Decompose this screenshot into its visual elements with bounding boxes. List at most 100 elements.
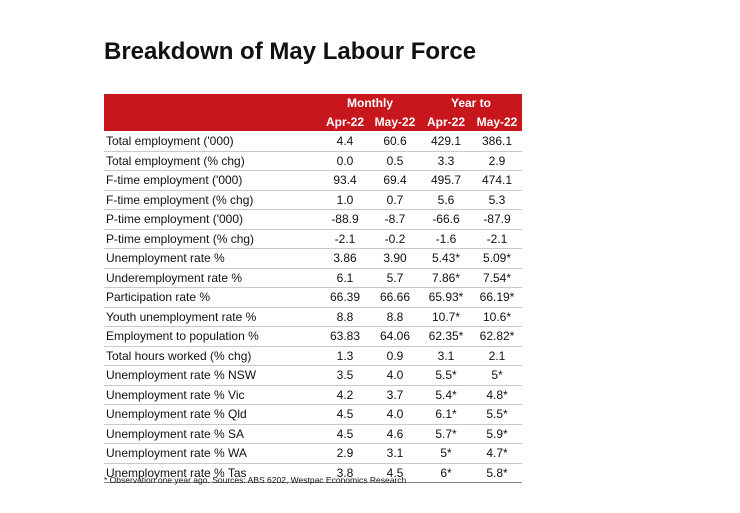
row-label: Total employment ('000) bbox=[104, 131, 320, 152]
table-cell: 5.3 bbox=[472, 190, 522, 210]
row-label: Total employment (% chg) bbox=[104, 151, 320, 171]
table-cell: 4.7* bbox=[472, 443, 522, 464]
table-cell: 0.7 bbox=[370, 190, 420, 210]
table-cell: 0.9 bbox=[370, 346, 420, 366]
table-cell: 3.8 bbox=[320, 463, 370, 483]
table-cell: 4.6 bbox=[370, 424, 420, 444]
page-title: Breakdown of May Labour Force bbox=[104, 38, 477, 65]
table-cell: 5.09* bbox=[472, 248, 522, 269]
group-header-year-to: Year to bbox=[420, 94, 522, 113]
table-cell: 5.43* bbox=[420, 248, 472, 269]
column-header: Apr-22 bbox=[420, 113, 472, 132]
table-cell: -88.9 bbox=[320, 209, 370, 230]
row-label: Unemployment rate % SA bbox=[104, 424, 320, 444]
table-cell: 3.1 bbox=[370, 443, 420, 464]
table-cell: 5.4* bbox=[420, 385, 472, 405]
table-cell: -87.9 bbox=[472, 209, 522, 230]
table-cell: 5* bbox=[420, 443, 472, 464]
row-label: Underemployment rate % bbox=[104, 268, 320, 288]
table-cell: 66.39 bbox=[320, 287, 370, 308]
table-cell: 6.1* bbox=[420, 404, 472, 425]
table-row: Unemployment rate % Qld 4.5 4.0 6.1* 5.5* bbox=[104, 404, 522, 425]
table-cell: 3.3 bbox=[420, 151, 472, 171]
table-cell: 5.6 bbox=[420, 190, 472, 210]
table-row: Employment to population % 63.83 64.06 62.3… bbox=[104, 326, 522, 347]
row-label: P-time employment (% chg) bbox=[104, 229, 320, 249]
table-cell: 5.8* bbox=[472, 463, 522, 483]
row-label: Youth unemployment rate % bbox=[104, 307, 320, 327]
row-label: Unemployment rate % Tas bbox=[104, 463, 320, 483]
table-cell: 3.1 bbox=[420, 346, 472, 366]
table-cell: 0.0 bbox=[320, 151, 370, 171]
column-header-row: Apr-22 May-22 Apr-22 May-22 bbox=[104, 113, 522, 132]
table-row: P-time employment (% chg) -2.1 -0.2 -1.6 -2.… bbox=[104, 229, 522, 249]
table-cell: 63.83 bbox=[320, 326, 370, 347]
table-cell: 69.4 bbox=[370, 170, 420, 191]
table-cell: 93.4 bbox=[320, 170, 370, 191]
table-row: Unemployment rate % 3.86 3.90 5.43* 5.09* bbox=[104, 248, 522, 269]
table-row: Unemployment rate % WA 2.9 3.1 5* 4.7* bbox=[104, 443, 522, 464]
table-cell: 10.6* bbox=[472, 307, 522, 327]
table-body: Total employment ('000) 4.4 60.6 429.1 386.1… bbox=[104, 131, 522, 483]
table-cell: 4.5 bbox=[320, 404, 370, 425]
table-cell: 8.8 bbox=[370, 307, 420, 327]
table-cell: 386.1 bbox=[472, 131, 522, 152]
row-label: F-time employment (% chg) bbox=[104, 190, 320, 210]
table-cell: 65.93* bbox=[420, 287, 472, 308]
table-cell: 10.7* bbox=[420, 307, 472, 327]
table-row: Total employment (% chg) 0.0 0.5 3.3 2.9 bbox=[104, 151, 522, 171]
table-cell: 2.9 bbox=[472, 151, 522, 171]
row-label: Employment to population % bbox=[104, 326, 320, 347]
table-row: Unemployment rate % Tas 3.8 4.5 6* 5.8* bbox=[104, 463, 522, 483]
table-row: P-time employment ('000) -88.9 -8.7 -66.6 -8… bbox=[104, 209, 522, 230]
footnote: * Observation one year ago. Sources: ABS… bbox=[104, 475, 407, 485]
table-cell: -8.7 bbox=[370, 209, 420, 230]
table-cell: 5.7* bbox=[420, 424, 472, 444]
table-cell: 2.9 bbox=[320, 443, 370, 464]
table-cell: 8.8 bbox=[320, 307, 370, 327]
table-cell: 4.4 bbox=[320, 131, 370, 152]
table-cell: 62.35* bbox=[420, 326, 472, 347]
table-cell: 6* bbox=[420, 463, 472, 483]
table-cell: 4.2 bbox=[320, 385, 370, 405]
row-label: Unemployment rate % bbox=[104, 248, 320, 269]
table-row: Participation rate % 66.39 66.66 65.93* 66.1… bbox=[104, 287, 522, 308]
table-row: Total employment ('000) 4.4 60.6 429.1 386.1 bbox=[104, 131, 522, 152]
table-cell: 429.1 bbox=[420, 131, 472, 152]
row-label: Unemployment rate % Vic bbox=[104, 385, 320, 405]
table-cell: 5.5* bbox=[472, 404, 522, 425]
row-label: Unemployment rate % WA bbox=[104, 443, 320, 464]
table-cell: 5* bbox=[472, 365, 522, 386]
row-label: Unemployment rate % Qld bbox=[104, 404, 320, 425]
table-cell: -2.1 bbox=[320, 229, 370, 249]
table-cell: 64.06 bbox=[370, 326, 420, 347]
column-header: May-22 bbox=[370, 113, 420, 132]
column-header: May-22 bbox=[472, 113, 522, 132]
table-cell: 3.86 bbox=[320, 248, 370, 269]
group-header-monthly: Monthly bbox=[320, 94, 420, 113]
table-cell: 495.7 bbox=[420, 170, 472, 191]
table-row: Underemployment rate % 6.1 5.7 7.86* 7.54* bbox=[104, 268, 522, 288]
table-cell: 4.5 bbox=[370, 463, 420, 483]
table-cell: -2.1 bbox=[472, 229, 522, 249]
row-label: P-time employment ('000) bbox=[104, 209, 320, 230]
table-row: Total hours worked (% chg) 1.3 0.9 3.1 2.1 bbox=[104, 346, 522, 366]
table-cell: 6.1 bbox=[320, 268, 370, 288]
table-cell: -1.6 bbox=[420, 229, 472, 249]
column-header: Apr-22 bbox=[320, 113, 370, 132]
table-cell: 3.90 bbox=[370, 248, 420, 269]
table-row: F-time employment (% chg) 1.0 0.7 5.6 5.3 bbox=[104, 190, 522, 210]
table-cell: 1.3 bbox=[320, 346, 370, 366]
row-label: Participation rate % bbox=[104, 287, 320, 308]
table-row: Unemployment rate % Vic 4.2 3.7 5.4* 4.8* bbox=[104, 385, 522, 405]
table-cell: 66.66 bbox=[370, 287, 420, 308]
table-cell: 62.82* bbox=[472, 326, 522, 347]
table-cell: 2.1 bbox=[472, 346, 522, 366]
table-cell: 3.5 bbox=[320, 365, 370, 386]
table-cell: -66.6 bbox=[420, 209, 472, 230]
group-header-blank bbox=[104, 94, 320, 113]
row-label: Total hours worked (% chg) bbox=[104, 346, 320, 366]
table-cell: 4.0 bbox=[370, 404, 420, 425]
table-cell: 5.9* bbox=[472, 424, 522, 444]
table-cell: 474.1 bbox=[472, 170, 522, 191]
